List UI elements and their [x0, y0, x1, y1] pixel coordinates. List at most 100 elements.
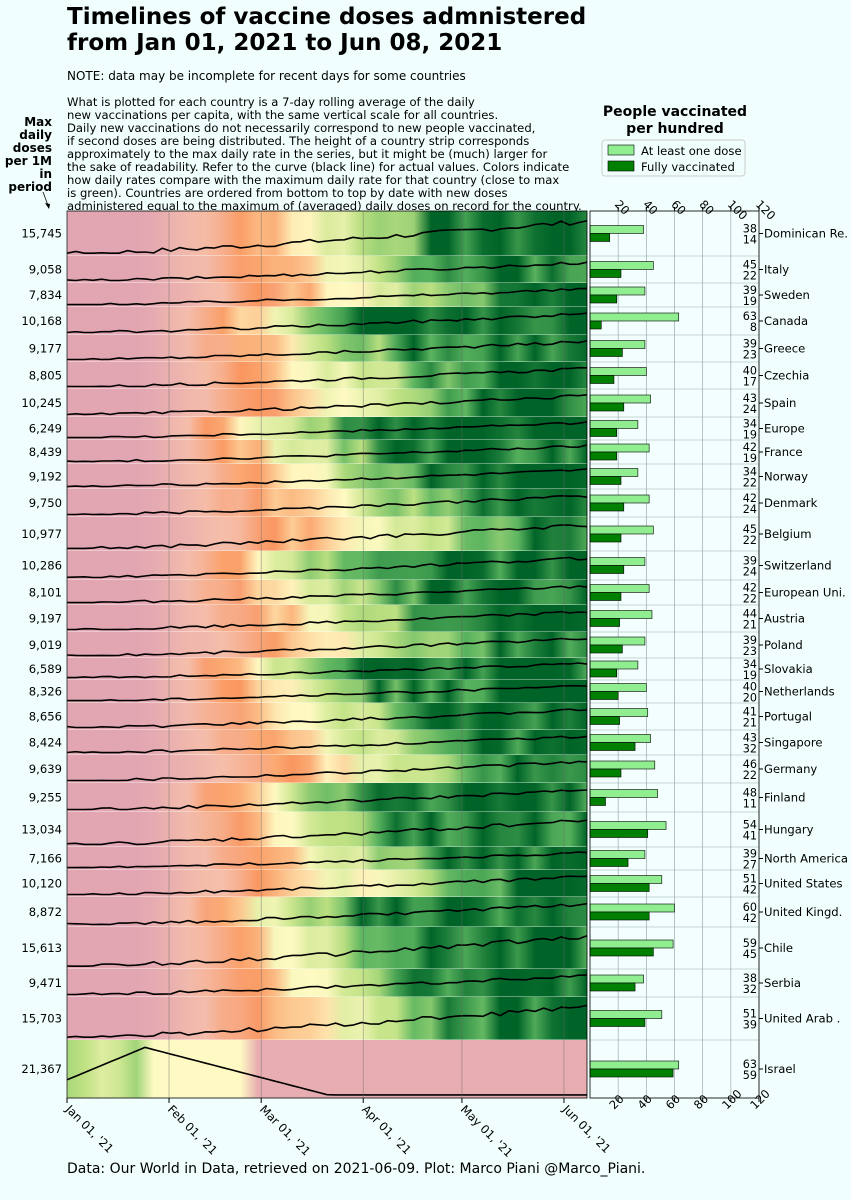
daily-doses-curve: [67, 851, 588, 869]
country-label: Hungary: [764, 823, 814, 837]
pct-at-least-one-label: 43: [743, 732, 757, 745]
max-doses-value: 9,750: [29, 496, 62, 510]
country-label: Switzerland: [764, 559, 832, 573]
bar-at-least-one-dose: [589, 903, 675, 913]
pct-at-least-one-label: 34: [743, 658, 757, 671]
legend-label-fully: Fully vaccinated: [641, 160, 735, 174]
daily-doses-curve: [67, 610, 588, 631]
max-doses-column-label: Max daily doses per 1M in period: [4, 115, 52, 194]
bar-fully-vaccinated: [589, 592, 622, 601]
country-label: Sweden: [764, 288, 810, 302]
footer-credit: Data: Our World in Data, retrieved on 20…: [67, 1161, 646, 1177]
pct-fully-label: 21: [743, 619, 757, 632]
legend-swatch-fully: [607, 160, 635, 172]
country-strip: [67, 580, 587, 605]
bar-at-least-one-dose: [589, 974, 644, 984]
bar-at-least-one-dose: [589, 1060, 680, 1070]
country-strip: [67, 256, 587, 283]
bar-at-least-one-dose: [589, 557, 646, 566]
chart-title: Timelines of vaccine doses admnistered f…: [67, 4, 587, 56]
country-strip: [67, 440, 587, 464]
max-doses-value: 8,872: [29, 905, 62, 919]
bar-at-least-one-dose: [589, 939, 674, 949]
bar-at-least-one-dose: [589, 789, 658, 798]
daily-doses-curve: [66, 1004, 588, 1038]
country-label: European Uni.: [764, 586, 846, 600]
country-label: Germany: [764, 762, 817, 776]
bar-at-least-one-dose: [589, 312, 680, 322]
pct-fully-label: 45: [743, 948, 757, 961]
country-label: Poland: [764, 638, 803, 652]
daily-doses-curve: [66, 819, 588, 846]
bar-at-least-one-dose: [589, 367, 647, 376]
country-strip: [67, 783, 587, 812]
bar-at-least-one-dose: [589, 734, 651, 743]
bar-fully-vaccinated: [589, 402, 625, 412]
max-doses-value: 8,101: [29, 586, 62, 600]
pct-fully-label: 24: [743, 503, 757, 516]
pct-at-least-one-label: 34: [743, 466, 757, 479]
max-doses-value: 8,424: [29, 736, 62, 750]
bar-at-least-one-dose: [589, 494, 650, 504]
pct-at-least-one-label: 63: [743, 310, 757, 323]
country-label: Chile: [764, 941, 793, 955]
daily-doses-curve: [66, 366, 588, 388]
max-doses-value: 9,019: [29, 638, 62, 652]
pct-at-least-one-label: 40: [743, 681, 757, 694]
legend-swatch-at-least-one: [607, 144, 635, 156]
max-doses-value: 8,805: [29, 369, 62, 383]
pct-fully-label: 27: [743, 859, 757, 872]
daily-doses-curve: [67, 760, 588, 782]
pct-at-least-one-label: 39: [743, 338, 757, 351]
pct-at-least-one-label: 45: [743, 259, 757, 272]
country-label: Europe: [764, 422, 805, 436]
max-doses-value: 7,166: [29, 852, 62, 866]
country-label: Israel: [764, 1062, 796, 1076]
daily-doses-curve: [66, 261, 588, 282]
country-strip: [67, 969, 587, 997]
max-doses-value: 13,034: [21, 823, 62, 837]
pct-fully-label: 14: [743, 234, 757, 247]
pct-fully-label: 19: [743, 295, 757, 308]
x-tick-label: Jun 01, '21: [559, 1102, 613, 1156]
max-doses-value: 10,168: [21, 314, 62, 328]
pct-at-least-one-label: 39: [743, 284, 757, 297]
daily-doses-curve: [67, 789, 588, 811]
daily-doses-curve: [67, 585, 588, 604]
chart-description: What is plotted for each country is a 7-…: [67, 95, 582, 213]
pct-fully-label: 8: [750, 321, 757, 334]
bar-at-least-one-dose: [589, 420, 639, 429]
country-label: Greece: [764, 342, 805, 356]
bar-fully-vaccinated: [589, 233, 611, 242]
bar-fully-vaccinated: [589, 829, 649, 838]
max-doses-value: 10,245: [21, 396, 62, 410]
daily-doses-curve: [66, 444, 588, 463]
bar-fully-vaccinated: [589, 716, 620, 725]
pct-fully-label: 24: [743, 403, 757, 416]
max-doses-value: 9,471: [29, 976, 62, 990]
country-label: Norway: [764, 470, 808, 484]
bar-at-least-one-dose: [589, 636, 646, 646]
bar-at-least-one-dose: [589, 443, 650, 453]
bar-at-least-one-dose: [589, 875, 663, 884]
right-chart-title: People vaccinated per hundred: [602, 104, 748, 137]
daily-doses-curve: [66, 220, 588, 254]
bar-fully-vaccinated: [589, 1068, 674, 1078]
x-tick-label: Apr 01, '21: [359, 1102, 414, 1157]
pct-at-least-one-label: 42: [743, 492, 757, 505]
daily-doses-curve: [67, 662, 588, 679]
pct-fully-label: 41: [743, 830, 757, 843]
country-strip: [67, 211, 587, 256]
pct-fully-label: 32: [743, 983, 757, 996]
country-label: Finland: [764, 791, 805, 805]
country-label: Czechia: [764, 369, 809, 383]
daily-doses-curve: [67, 974, 588, 996]
bar-at-least-one-dose: [589, 340, 646, 349]
max-doses-value: 21,367: [21, 1062, 62, 1076]
bar-fully-vaccinated: [589, 911, 650, 921]
daily-doses-curve: [66, 902, 588, 926]
daily-doses-curve: [67, 421, 588, 439]
bar-at-least-one-dose: [589, 1010, 663, 1019]
bar-fully-vaccinated: [589, 982, 636, 992]
pct-at-least-one-label: 48: [743, 787, 757, 800]
